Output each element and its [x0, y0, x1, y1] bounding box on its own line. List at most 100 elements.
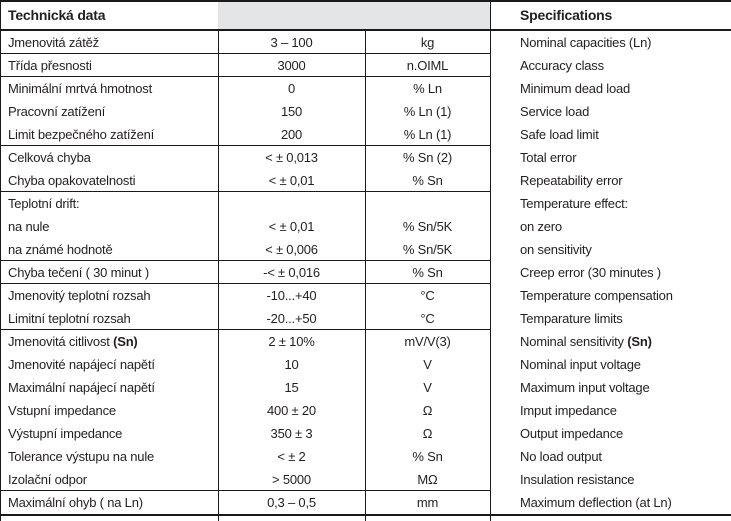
value-cell: 3000: [277, 58, 306, 73]
value-cell: > 5000: [272, 472, 311, 487]
unit-cell: n.OIML: [406, 58, 449, 73]
unit-cell: % Sn: [412, 449, 443, 464]
english-parameter-cell: Nominal sensitivity (Sn): [520, 334, 652, 349]
czech-parameter-cell: Výstupní impedance: [8, 426, 123, 441]
unit-cell: [365, 192, 490, 215]
english-parameter-cell: Temperature effect:: [520, 196, 628, 211]
english-parameter-cell: Minimum dead load: [520, 81, 631, 96]
english-parameter-cell: Insulation resistance: [520, 472, 635, 487]
unit-cell: °C: [420, 288, 435, 303]
table-row: Chyba tečení ( 30 minut ) -< ± 0,016 % S…: [0, 261, 731, 284]
english-parameter-cell: Temparature limits: [520, 311, 623, 326]
english-parameter-cell: Accuracy class: [520, 58, 604, 73]
czech-parameter-cell: Teplotní drift:: [8, 196, 80, 211]
english-parameter-cell: Service load: [520, 104, 590, 119]
czech-parameter-cell: Pracovní zatížení: [8, 104, 106, 119]
value-cell: 0,3 – 0,5: [267, 495, 316, 510]
unit-cell: Ω: [422, 403, 433, 418]
column-divider: [490, 0, 491, 521]
english-parameter-cell: Imput impedance: [520, 403, 617, 418]
value-cell: -10...+40: [266, 288, 317, 303]
czech-parameter-cell: Jmenovitá zátěž: [8, 35, 99, 50]
table-row: Limitní teplotní rozsah -20...+50 °C Tem…: [0, 307, 731, 330]
table-row: na známé hodnotě < ± 0,006 % Sn/5K on se…: [0, 238, 731, 261]
table-row: Maximální ohyb ( na Ln) 0,3 – 0,5 mm Max…: [0, 491, 731, 516]
table-row: Vstupní impedance 400 ± 20 Ω Imput imped…: [0, 399, 731, 422]
english-parameter-cell: on sensitivity: [520, 242, 592, 257]
czech-parameter-cell: na známé hodnotě: [8, 242, 113, 257]
table-row: Výstupní impedance 350 ± 3 Ω Output impe…: [0, 422, 731, 445]
table-row: Pracovní zatížení 150 % Ln (1) Service l…: [0, 100, 731, 123]
unit-cell: % Sn/5K: [402, 242, 453, 257]
unit-cell: % Sn: [412, 173, 443, 188]
value-cell: 400 ± 20: [267, 403, 316, 418]
value-cell: 350 ± 3: [270, 426, 313, 441]
czech-parameter-cell: Jmenovitá citlivost (Sn): [8, 334, 138, 349]
table-row: Celková chyba < ± 0,013 % Sn (2) Total e…: [0, 146, 731, 169]
value-cell: [218, 192, 365, 215]
english-parameter-cell: No load output: [520, 449, 602, 464]
czech-parameter-cell: Limit bezpečného zatížení: [8, 127, 155, 142]
czech-parameter-cell: Jmenovité napájecí napětí: [8, 357, 155, 372]
header-value-cell: [218, 2, 365, 29]
value-cell: -20...+50: [266, 311, 317, 326]
czech-parameter-cell: Limitní teplotní rozsah: [8, 311, 131, 326]
table-body: Jmenovitá zátěž 3 – 100 kg Nominal capac…: [0, 31, 731, 516]
value-cell: 0: [287, 81, 296, 96]
value-cell: 150: [280, 104, 303, 119]
table-row: Jmenovité napájecí napětí 10 V Nominal i…: [0, 353, 731, 376]
czech-parameter-cell: Vstupní impedance: [8, 403, 116, 418]
value-cell: 3 – 100: [270, 35, 313, 50]
english-parameter-cell: Maximum deflection (at Ln): [520, 495, 672, 510]
english-parameter-cell: Temperature compensation: [520, 288, 673, 303]
czech-parameter-cell: Tolerance výstupu na nule: [8, 449, 155, 464]
table-header-row: Technická data Specifications: [0, 2, 731, 31]
czech-parameter-cell: Jmenovitý teplotní rozsah: [8, 288, 151, 303]
unit-cell: MΩ: [417, 472, 438, 487]
table-row: na nule < ± 0,01 % Sn/5K on zero: [0, 215, 731, 238]
english-parameter-cell: Total error: [520, 150, 577, 165]
header-title-czech: Technická data: [8, 7, 106, 23]
value-cell: < ± 0,006: [265, 242, 318, 257]
unit-cell: % Ln: [413, 81, 442, 96]
czech-parameter-cell: Minimální mrtvá hmotnost: [8, 81, 153, 96]
value-cell: -< ± 0,016: [263, 265, 320, 280]
table-row: Teplotní drift: Temperature effect:: [0, 192, 731, 215]
table-row: Chyba opakovatelnosti < ± 0,01 % Sn Repe…: [0, 169, 731, 192]
value-cell: 15: [284, 380, 299, 395]
value-cell: < ± 0,01: [268, 173, 315, 188]
unit-cell: mV/V(3): [404, 334, 451, 349]
table-row: Tolerance výstupu na nule < ± 2 % Sn No …: [0, 445, 731, 468]
czech-parameter-cell: Celková chyba: [8, 150, 91, 165]
table-row: Jmenovitá zátěž 3 – 100 kg Nominal capac…: [0, 31, 731, 54]
unit-cell: % Ln (1): [403, 127, 452, 142]
english-parameter-cell: on zero: [520, 219, 562, 234]
unit-cell: V: [423, 357, 432, 372]
czech-parameter-cell: Maximální ohyb ( na Ln): [8, 495, 143, 510]
english-parameter-cell: Maximum input voltage: [520, 380, 650, 395]
czech-parameter-cell: Chyba opakovatelnosti: [8, 173, 136, 188]
unit-cell: % Ln (1): [403, 104, 452, 119]
value-cell: 200: [280, 127, 303, 142]
unit-cell: V: [423, 380, 432, 395]
table-row: Jmenovitá citlivost (Sn) 2 ± 10% mV/V(3)…: [0, 330, 731, 353]
unit-cell: mm: [416, 495, 439, 510]
unit-cell: kg: [420, 35, 435, 50]
value-cell: < ± 2: [277, 449, 306, 464]
english-parameter-cell: Safe load limit: [520, 127, 599, 142]
table-row: Limit bezpečného zatížení 200 % Ln (1) S…: [0, 123, 731, 146]
table-row: Minimální mrtvá hmotnost 0 % Ln Minimum …: [0, 77, 731, 100]
english-parameter-cell: Nominal capacities (Ln): [520, 35, 652, 50]
english-parameter-cell: Output impedance: [520, 426, 624, 441]
unit-cell: % Sn/5K: [402, 219, 453, 234]
unit-cell: Ω: [422, 426, 433, 441]
english-parameter-cell: Creep error (30 minutes ): [520, 265, 661, 280]
czech-parameter-cell: Maximální napájecí napětí: [8, 380, 155, 395]
czech-parameter-cell: Chyba tečení ( 30 minut ): [8, 265, 149, 280]
unit-cell: % Sn: [412, 265, 443, 280]
czech-parameter-cell: na nule: [8, 219, 50, 234]
czech-parameter-cell: Izolační odpor: [8, 472, 87, 487]
table-row: Izolační odpor > 5000 MΩ Insulation resi…: [0, 468, 731, 491]
czech-parameter-cell: Třída přesnosti: [8, 58, 92, 73]
